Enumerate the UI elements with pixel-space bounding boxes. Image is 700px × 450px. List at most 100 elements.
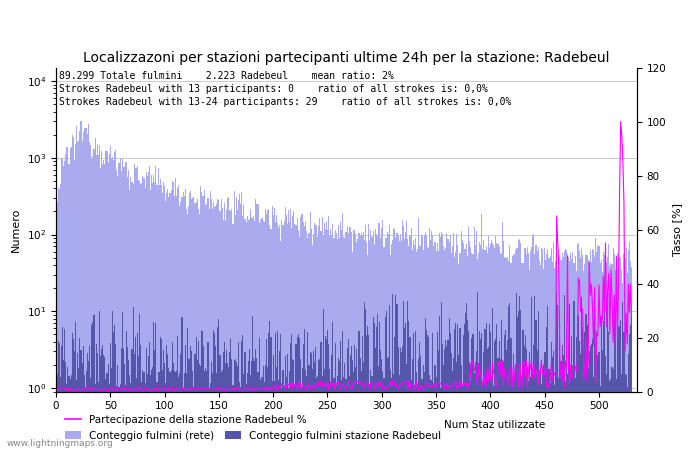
Bar	[183, 374, 185, 450]
Bar	[424, 373, 425, 450]
Bar	[556, 292, 557, 450]
Bar	[489, 324, 490, 450]
Bar	[63, 360, 64, 450]
Bar	[148, 172, 149, 450]
Bar	[256, 358, 258, 450]
Bar	[252, 218, 253, 450]
Bar	[203, 196, 204, 450]
Bar	[125, 385, 126, 450]
Bar	[154, 350, 155, 450]
Bar	[631, 267, 632, 450]
Bar	[516, 248, 517, 450]
Bar	[417, 384, 418, 450]
Bar	[355, 234, 356, 450]
Bar	[547, 306, 549, 450]
Bar	[549, 258, 550, 450]
Bar	[234, 216, 236, 450]
Bar	[465, 313, 466, 450]
Bar	[94, 149, 95, 450]
Bar	[207, 198, 209, 450]
Bar	[242, 216, 244, 450]
Title: Localizzazoni per stazioni partecipanti ultime 24h per la stazione: Radebeul: Localizzazoni per stazioni partecipanti …	[83, 51, 610, 65]
Bar	[474, 227, 475, 450]
Bar	[300, 359, 301, 450]
Bar	[500, 253, 502, 450]
Bar	[297, 338, 298, 450]
Bar	[477, 292, 478, 450]
Bar	[512, 354, 514, 450]
Bar	[118, 163, 120, 450]
Bar	[442, 344, 443, 450]
Bar	[219, 355, 220, 450]
Bar	[57, 188, 59, 450]
Bar	[543, 269, 544, 450]
Bar	[340, 222, 341, 450]
Bar	[303, 344, 304, 450]
Bar	[251, 217, 252, 450]
Bar	[338, 358, 339, 450]
Bar	[303, 222, 304, 450]
Bar	[106, 374, 108, 450]
Bar	[390, 370, 391, 450]
Bar	[266, 339, 267, 450]
Bar	[313, 234, 314, 450]
Bar	[209, 209, 210, 450]
Bar	[211, 362, 212, 450]
Bar	[557, 306, 559, 450]
Bar	[216, 204, 217, 450]
Bar	[250, 209, 251, 450]
Bar	[209, 388, 210, 450]
Bar	[445, 340, 447, 450]
Bar	[138, 356, 139, 450]
Bar	[160, 337, 161, 450]
Bar	[101, 151, 102, 450]
Bar	[396, 304, 398, 450]
Bar	[278, 380, 279, 450]
Bar	[410, 337, 411, 450]
Bar	[555, 347, 556, 450]
Legend: Partecipazione della stazione Radebeul %: Partecipazione della stazione Radebeul %	[61, 411, 311, 429]
Bar	[367, 326, 368, 450]
Bar	[277, 223, 278, 450]
Bar	[541, 248, 542, 450]
Bar	[581, 248, 582, 450]
Bar	[150, 189, 151, 450]
Bar	[81, 363, 83, 450]
Bar	[629, 242, 630, 450]
Bar	[348, 339, 349, 450]
Bar	[566, 331, 567, 450]
Bar	[384, 317, 386, 450]
Bar	[598, 352, 599, 450]
Bar	[201, 192, 202, 450]
Bar	[590, 346, 591, 450]
Bar	[461, 240, 463, 450]
Bar	[272, 381, 273, 450]
Bar	[76, 126, 77, 450]
Bar	[629, 334, 630, 450]
Bar	[526, 349, 527, 450]
Bar	[253, 358, 254, 450]
Bar	[589, 351, 590, 450]
Bar	[493, 386, 494, 450]
Bar	[430, 240, 431, 450]
Bar	[172, 342, 173, 450]
Bar	[185, 345, 186, 450]
Bar	[256, 204, 258, 450]
Bar	[624, 258, 626, 450]
Bar	[506, 258, 507, 450]
Bar	[314, 362, 315, 450]
Bar	[78, 368, 79, 450]
Bar	[343, 237, 344, 450]
Bar	[270, 337, 272, 450]
Bar	[287, 354, 288, 450]
Bar	[84, 375, 85, 450]
Bar	[323, 223, 325, 450]
Bar	[400, 234, 401, 450]
Y-axis label: Numero: Numero	[11, 207, 21, 252]
Bar	[552, 357, 553, 450]
Bar	[292, 216, 293, 450]
Bar	[157, 185, 158, 450]
Bar	[563, 355, 564, 450]
Bar	[533, 345, 534, 450]
Bar	[151, 175, 152, 450]
